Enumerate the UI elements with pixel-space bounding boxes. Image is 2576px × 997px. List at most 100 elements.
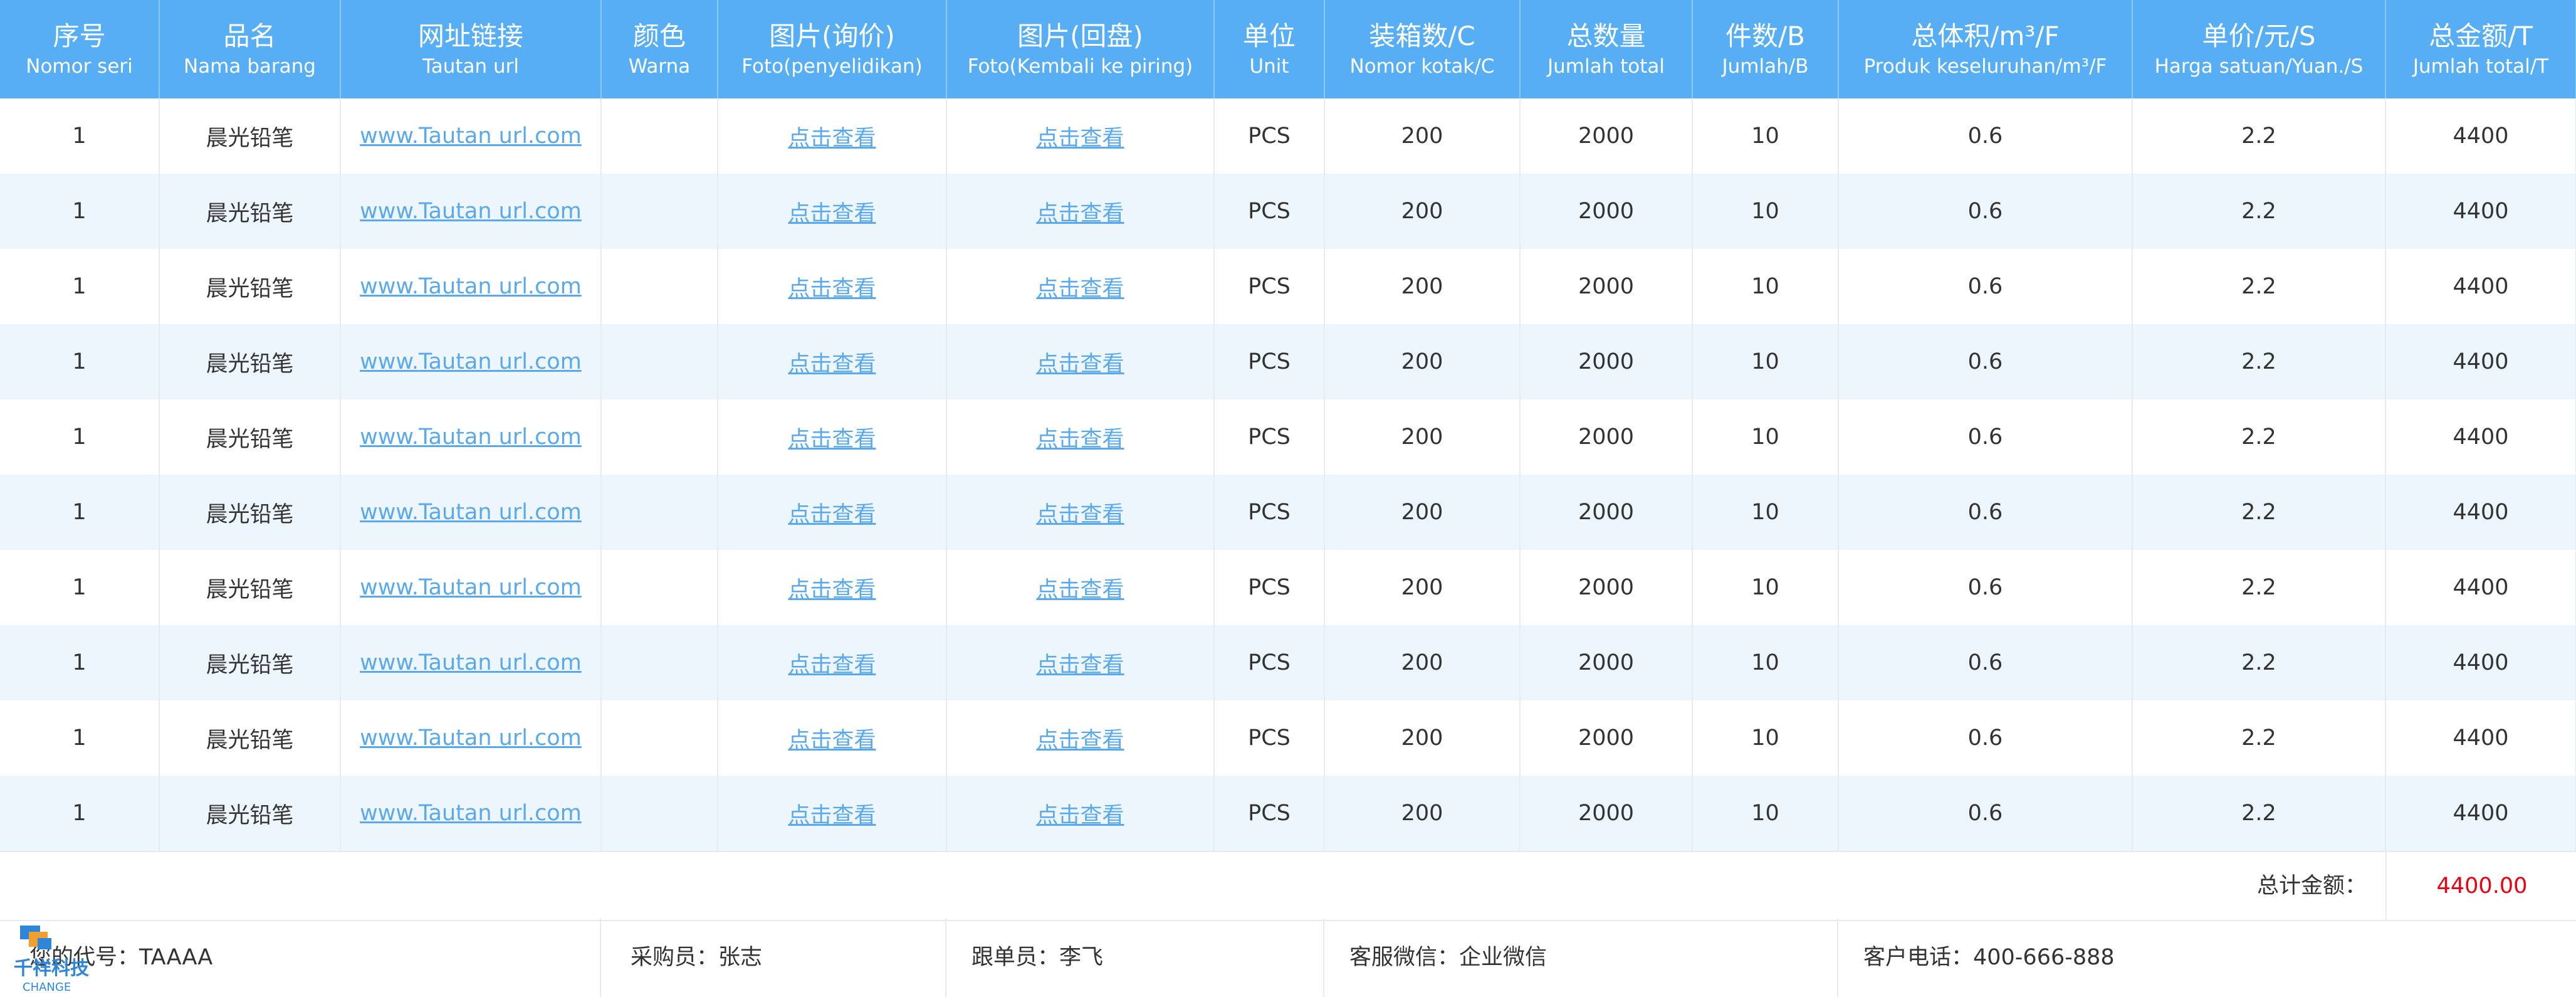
table-cell: 点击查看 [946,625,1215,700]
table-cell: 点击查看 [946,700,1215,776]
link[interactable]: 点击查看 [1036,727,1124,753]
header-cell: 图片(询价) Foto(penyelidikan) [718,0,947,98]
table-cell: 2000 [1520,700,1693,776]
link[interactable]: 点击查看 [788,201,876,226]
table-cell: 200 [1324,776,1521,851]
table-cell: www.Tautan url.com [340,98,602,174]
table-cell: 晨光铅笔 [159,249,341,324]
cell-text: 0.6 [1967,425,2003,450]
link[interactable]: 点击查看 [1036,125,1124,151]
cell-text: 10 [1751,274,1779,299]
table-cell: 10 [1692,700,1839,776]
table-row: 1 晨光铅笔 www.Tautan url.com 点击查看 点击查看 PCS 200 200… [0,625,2576,700]
table-cell: 200 [1324,700,1521,776]
cell-text: 2.2 [2241,500,2276,525]
table-cell: 200 [1324,625,1521,700]
header-row: 序号 Nomor seri 品名 Nama barang 网址链接 Tautan url 颜… [0,0,2576,98]
link[interactable]: 点击查看 [788,577,876,603]
link[interactable]: 点击查看 [788,502,876,527]
header-cn: 单价/元/S [2202,20,2316,51]
cell-text: 2000 [1578,801,1635,826]
cell-text: 晨光铅笔 [206,426,294,452]
link[interactable]: 点击查看 [788,727,876,753]
table-cell: 2.2 [2132,399,2386,475]
cell-text: 2000 [1578,199,1635,224]
table-cell: 2.2 [2132,324,2386,399]
link[interactable]: www.Tautan url.com [360,650,582,675]
link[interactable]: www.Tautan url.com [360,575,582,600]
link[interactable]: 点击查看 [1036,276,1124,302]
header-cn: 品名 [223,20,276,51]
link[interactable]: 点击查看 [788,276,876,302]
cell-text: 晨光铅笔 [206,276,294,302]
table-cell: 点击查看 [718,475,947,550]
link[interactable]: www.Tautan url.com [360,500,582,525]
link[interactable]: 点击查看 [788,803,876,828]
table-cell [601,776,718,851]
header-id: Nomor kotak/C [1349,55,1495,78]
table-row: 1 晨光铅笔 www.Tautan url.com 点击查看 点击查看 PCS 200 200… [0,475,2576,550]
table-cell [601,550,718,625]
header-cn: 装箱数/C [1369,20,1475,51]
cell-text: 1 [72,349,86,374]
table-cell [601,700,718,776]
link[interactable]: 点击查看 [1036,577,1124,603]
cell-text: 200 [1401,801,1443,826]
link[interactable]: 点击查看 [1036,502,1124,527]
table-cell: 2.2 [2132,98,2386,174]
header-id: Tautan url [422,55,520,78]
table-cell: 10 [1692,324,1839,399]
header-id: Foto(penyelidikan) [741,55,923,78]
cell-text: PCS [1248,274,1291,299]
header-cn: 图片(询价) [769,20,895,51]
table-cell: 1 [0,550,160,625]
cell-text: 1 [72,274,86,299]
table-cell [601,475,718,550]
table-cell: 晨光铅笔 [159,475,341,550]
table-cell: 1 [0,174,160,249]
cell-text: 2.2 [2241,801,2276,826]
link[interactable]: www.Tautan url.com [360,199,582,224]
header-id: Harga satuan/Yuan./S [2154,55,2364,78]
link[interactable]: 点击查看 [1036,803,1124,828]
table-cell: 10 [1692,98,1839,174]
link[interactable]: 点击查看 [788,125,876,151]
link[interactable]: www.Tautan url.com [360,801,582,826]
table-cell: 200 [1324,249,1521,324]
table-cell: 点击查看 [946,98,1215,174]
link[interactable]: www.Tautan url.com [360,425,582,450]
table-cell: 点击查看 [718,776,947,851]
link[interactable]: www.Tautan url.com [360,124,582,149]
link[interactable]: www.Tautan url.com [360,725,582,751]
table-cell: 2.2 [2132,249,2386,324]
table-cell: 1 [0,399,160,475]
table-cell: 点击查看 [946,324,1215,399]
link[interactable]: 点击查看 [788,652,876,678]
table-cell: 晨光铅笔 [159,625,341,700]
table-cell: 2.2 [2132,776,2386,851]
cell-text: 10 [1751,349,1779,374]
link[interactable]: 点击查看 [1036,426,1124,452]
table-cell: PCS [1214,324,1325,399]
link[interactable]: 点击查看 [788,426,876,452]
cell-text: 0.6 [1967,199,2003,224]
cell-text: 0.6 [1967,349,2003,374]
link[interactable]: 点击查看 [1036,351,1124,377]
header-id: Jumlah total/T [2412,55,2549,78]
logo-text: 千祥科技 [14,957,89,979]
table-cell: 2000 [1520,399,1693,475]
link[interactable]: www.Tautan url.com [360,349,582,374]
table-cell: 点击查看 [718,550,947,625]
table-row: 1 晨光铅笔 www.Tautan url.com 点击查看 点击查看 PCS 200 200… [0,776,2576,851]
table-cell: 10 [1692,550,1839,625]
header-id: Jumlah/B [1722,55,1809,78]
cell-text: 0.6 [1967,725,2003,751]
table-cell: 2000 [1520,174,1693,249]
link[interactable]: www.Tautan url.com [360,274,582,299]
cell-text: 晨光铅笔 [206,351,294,377]
cell-text: 2000 [1578,349,1635,374]
link[interactable]: 点击查看 [1036,652,1124,678]
table-row: 1 晨光铅笔 www.Tautan url.com 点击查看 点击查看 PCS 200 200… [0,550,2576,625]
link[interactable]: 点击查看 [1036,201,1124,226]
link[interactable]: 点击查看 [788,351,876,377]
